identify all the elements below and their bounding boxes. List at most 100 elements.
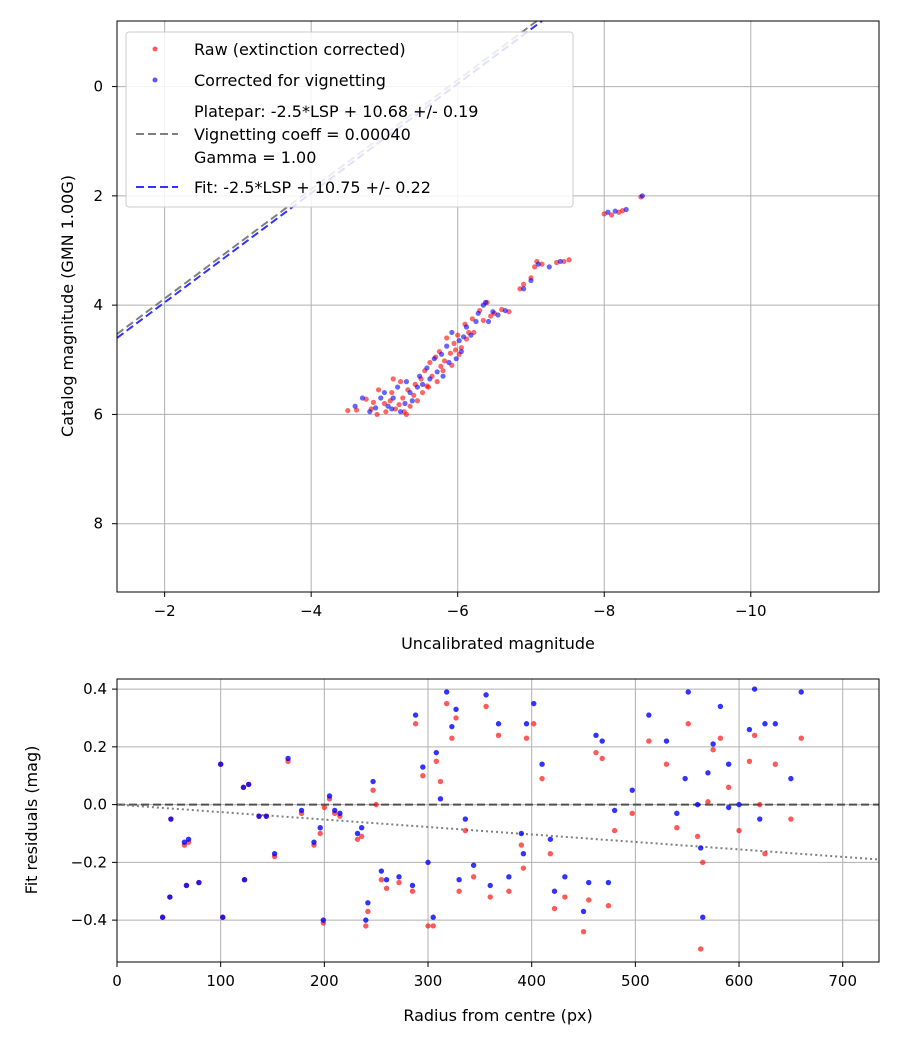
corrected-residual-point <box>378 868 385 874</box>
legend-platepar-line-2: Vignetting coeff = 0.00040 <box>194 125 411 144</box>
corrected-point <box>419 381 426 387</box>
corrected-point <box>473 318 479 325</box>
corrected-point <box>453 356 459 362</box>
raw-residual-point <box>605 902 612 909</box>
raw-point <box>374 411 380 418</box>
raw-point <box>438 363 444 369</box>
raw-residual-point <box>363 923 369 929</box>
raw-residual-point <box>531 721 537 727</box>
bottom-x-tick-label: 200 <box>310 972 339 990</box>
corrected-residual-point <box>437 796 444 802</box>
corrected-residual-point <box>159 914 166 920</box>
corrected-point <box>373 405 379 411</box>
bottom-y-tick-label: 0.2 <box>83 738 107 756</box>
raw-point <box>517 286 523 292</box>
top-x-tick-label: −6 <box>447 602 469 620</box>
corrected-point <box>535 261 541 267</box>
corrected-residual-point <box>337 810 343 816</box>
corrected-point <box>427 376 433 382</box>
corrected-point <box>460 334 467 340</box>
top-y-axis-label: Catalog magnitude (GMN 1.00G) <box>58 175 77 437</box>
corrected-residual-point <box>241 876 248 883</box>
corrected-point <box>449 329 455 336</box>
raw-residual-point <box>562 894 568 900</box>
corrected-residual-point <box>370 778 376 785</box>
corrected-point <box>431 356 437 362</box>
top-scatter-points <box>345 193 645 418</box>
raw-point <box>447 350 453 356</box>
corrected-residual-point <box>409 882 416 889</box>
raw-residual-point <box>433 758 440 765</box>
raw-residual-point <box>317 830 323 837</box>
corrected-residual-point <box>285 755 291 762</box>
corrected-point <box>528 277 534 284</box>
top-y-tick-label: 2 <box>93 187 103 205</box>
corrected-residual-point <box>430 914 436 920</box>
corrected-residual-point <box>685 689 691 695</box>
legend-box <box>125 31 574 208</box>
raw-residual-point <box>599 755 605 762</box>
corrected-residual-point <box>736 801 742 808</box>
corrected-point <box>438 351 445 357</box>
raw-residual-point <box>520 865 527 871</box>
top-ticks: −2 −4 −6 −8 −10 0 2 4 6 8 <box>93 78 766 620</box>
corrected-residual-point <box>697 845 704 851</box>
raw-residual-point <box>611 827 618 834</box>
bottom-reference-lines <box>116 803 880 861</box>
raw-residual-point <box>700 859 706 866</box>
bottom-x-tick-label: 500 <box>621 972 650 990</box>
raw-residual-point <box>430 923 436 929</box>
raw-residual-point <box>798 735 804 741</box>
corrected-residual-point <box>518 830 525 837</box>
corrected-point <box>402 400 408 407</box>
raw-residual-point <box>772 761 779 767</box>
bottom-y-tick-label: −0.4 <box>71 911 107 929</box>
top-x-tick-label: −8 <box>593 602 615 620</box>
raw-point <box>397 379 404 385</box>
corrected-residual-point <box>531 700 537 707</box>
corrected-point <box>475 310 481 316</box>
corrected-residual-point <box>396 874 402 880</box>
corrected-residual-point <box>167 894 173 900</box>
corrected-residual-point <box>183 882 190 889</box>
raw-point <box>452 347 459 353</box>
corrected-residual-point <box>487 882 493 889</box>
corrected-point <box>385 403 391 409</box>
raw-residual-point <box>420 773 426 779</box>
bottom-x-axis-label: Radius from centre (px) <box>403 1006 592 1025</box>
raw-point <box>390 376 396 382</box>
raw-residual-point <box>425 923 431 929</box>
corrected-residual-point <box>271 851 278 857</box>
corrected-residual-point <box>383 876 390 883</box>
raw-point <box>532 264 538 270</box>
corrected-residual-point <box>772 721 779 727</box>
raw-residual-point <box>409 888 416 894</box>
corrected-residual-point <box>483 692 489 698</box>
raw-residual-point <box>412 721 419 727</box>
raw-residual-point <box>443 700 450 707</box>
raw-point <box>389 389 395 396</box>
corrected-residual-point <box>551 888 558 894</box>
corrected-point <box>623 206 629 213</box>
corrected-residual-point <box>420 764 426 770</box>
corrected-point <box>456 338 462 344</box>
corrected-point <box>381 389 388 396</box>
top-plot-frame <box>116 20 880 593</box>
corrected-residual-point <box>453 706 459 713</box>
raw-point <box>424 383 430 389</box>
raw-residual-point <box>358 833 365 840</box>
bottom-scatter-points <box>159 686 804 952</box>
raw-residual-point <box>370 787 376 793</box>
raw-point <box>427 359 433 366</box>
corrected-residual-point <box>311 839 317 845</box>
raw-point <box>411 392 417 398</box>
raw-residual-point <box>518 842 525 848</box>
raw-residual-point <box>762 851 768 857</box>
corrected-residual-point <box>547 836 554 842</box>
top-y-tick-label: 6 <box>93 405 103 423</box>
corrected-residual-point <box>456 876 462 883</box>
corrected-point <box>557 258 563 265</box>
legend-platepar-line-3: Gamma = 1.00 <box>194 148 316 167</box>
